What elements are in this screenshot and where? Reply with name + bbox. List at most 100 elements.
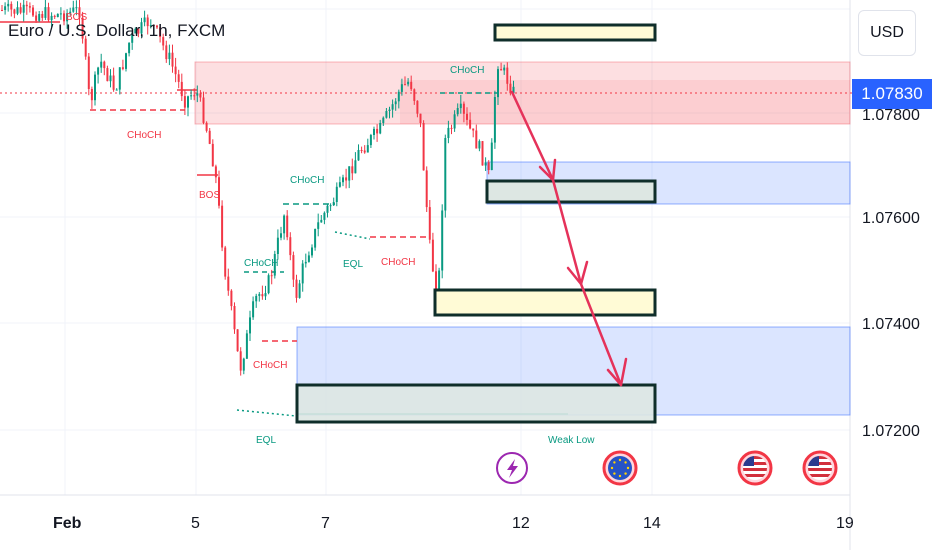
candle-body bbox=[407, 81, 410, 85]
candle-body bbox=[441, 210, 444, 271]
candle-body bbox=[233, 306, 236, 330]
x-tick: 12 bbox=[512, 515, 530, 532]
candle-body bbox=[50, 15, 53, 21]
candle-body bbox=[388, 109, 391, 111]
candle-body bbox=[72, 7, 75, 12]
candle-body bbox=[314, 229, 317, 248]
candle-body bbox=[177, 74, 180, 82]
candle-body bbox=[1, 10, 3, 11]
candle-body bbox=[276, 237, 279, 254]
candle-body bbox=[13, 9, 16, 14]
candle-body bbox=[112, 75, 115, 90]
candle-body bbox=[28, 6, 31, 8]
price-axis[interactable]: 1.07800 1.07600 1.07400 1.07200 bbox=[862, 107, 920, 440]
candle-body bbox=[512, 86, 515, 94]
candle-body bbox=[261, 294, 264, 297]
x-tick: 5 bbox=[191, 515, 200, 532]
label-eql-1: EQL bbox=[343, 259, 363, 270]
candle-body bbox=[249, 317, 251, 334]
candlesticks bbox=[1, 0, 515, 376]
candle-body bbox=[311, 247, 313, 256]
candle-body bbox=[503, 67, 506, 71]
candle-body bbox=[255, 295, 258, 302]
candle-body bbox=[205, 122, 208, 131]
candle-body bbox=[444, 138, 447, 211]
eu-flag-icon[interactable] bbox=[602, 450, 638, 486]
candle-body bbox=[121, 67, 124, 69]
chart-title: Euro / U.S. Dollar, 1h, FXCM bbox=[8, 21, 226, 40]
candle-body bbox=[245, 333, 248, 359]
candle-body bbox=[447, 127, 450, 138]
candle-body bbox=[373, 128, 375, 135]
time-axis[interactable]: Feb 5 7 12 14 19 bbox=[53, 515, 854, 532]
candle-body bbox=[379, 123, 382, 134]
candle-body bbox=[435, 271, 437, 295]
candle-body bbox=[59, 13, 62, 15]
candle-body bbox=[478, 141, 481, 149]
candle-body bbox=[382, 117, 385, 123]
label-choch-2: CHoCH bbox=[290, 175, 324, 186]
candle-body bbox=[69, 11, 72, 14]
candle-body bbox=[146, 17, 149, 27]
candle-body bbox=[44, 7, 47, 18]
candle-body bbox=[236, 329, 239, 352]
candle-body bbox=[410, 81, 413, 90]
candle-body bbox=[84, 38, 87, 57]
candle-body bbox=[66, 13, 69, 22]
candle-body bbox=[211, 143, 214, 167]
candle-body bbox=[320, 219, 323, 223]
candle-body bbox=[227, 276, 230, 291]
candle-body bbox=[109, 75, 112, 82]
target-box-1 bbox=[493, 23, 657, 42]
candle-body bbox=[63, 13, 65, 22]
candle-body bbox=[7, 3, 10, 7]
candle-body bbox=[307, 255, 310, 262]
candle-body bbox=[38, 14, 41, 21]
us-flag-icon[interactable] bbox=[802, 450, 838, 486]
candle-body bbox=[100, 61, 103, 68]
candle-body bbox=[329, 205, 332, 207]
candle-body bbox=[462, 103, 465, 114]
candle-body bbox=[196, 93, 199, 96]
candle-body bbox=[472, 128, 475, 131]
candle-body bbox=[497, 69, 499, 98]
candle-body bbox=[190, 95, 193, 97]
candle-body bbox=[25, 4, 28, 7]
candle-body bbox=[280, 233, 282, 238]
candle-body bbox=[193, 95, 196, 97]
annotations: BOS CHoCH BOS CHoCH CHoCH EQL CHoCH CHoC… bbox=[66, 12, 595, 446]
label-bos-top: BOS bbox=[66, 12, 87, 23]
candle-body bbox=[41, 14, 44, 18]
candle-body bbox=[165, 45, 168, 60]
candle-body bbox=[230, 290, 233, 307]
candle-body bbox=[97, 67, 100, 75]
candle-body bbox=[301, 263, 304, 284]
candle-body bbox=[4, 6, 7, 10]
candle-body bbox=[481, 141, 484, 166]
candle-body bbox=[391, 104, 394, 110]
currency-button[interactable]: USD bbox=[858, 10, 916, 56]
candle-body bbox=[94, 74, 96, 101]
y-tick: 1.07600 bbox=[862, 210, 920, 227]
lightning-event-icon[interactable] bbox=[496, 452, 528, 484]
candle-body bbox=[428, 207, 431, 240]
candle-body bbox=[214, 166, 217, 178]
candle-body bbox=[304, 261, 307, 264]
candle-body bbox=[326, 205, 329, 213]
us-flag-icon[interactable] bbox=[737, 450, 773, 486]
candle-body bbox=[323, 212, 326, 220]
candle-body bbox=[128, 42, 131, 54]
candle-body bbox=[509, 83, 512, 94]
candle-body bbox=[90, 89, 93, 101]
candle-body bbox=[10, 3, 13, 10]
candle-body bbox=[335, 186, 338, 202]
candle-body bbox=[19, 7, 22, 13]
candle-body bbox=[35, 15, 38, 21]
x-tick: 7 bbox=[321, 515, 330, 532]
candle-body bbox=[264, 293, 267, 297]
candle-body bbox=[131, 33, 134, 43]
candle-body bbox=[289, 237, 292, 256]
candle-body bbox=[298, 283, 301, 298]
candle-body bbox=[360, 150, 363, 151]
